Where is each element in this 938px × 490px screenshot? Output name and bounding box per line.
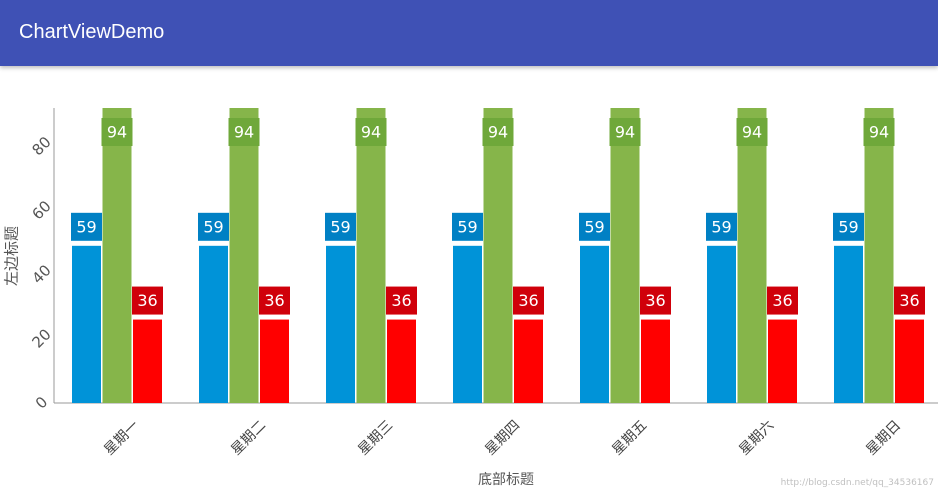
app-bar: ChartViewDemo (0, 0, 938, 66)
bar (864, 108, 894, 403)
y-axis-title: 左边标题 (3, 226, 21, 286)
data-label: 36 (264, 291, 284, 310)
data-label-box (736, 118, 768, 146)
watermark: http://blog.csdn.net/qq_34536167 (780, 478, 934, 488)
data-label: 36 (645, 291, 665, 310)
data-label: 59 (76, 217, 96, 236)
label-gap (133, 314, 162, 320)
y-tick-label: 40 (29, 261, 55, 287)
bar (483, 108, 513, 403)
data-label-box (259, 286, 290, 315)
bar (737, 108, 767, 403)
bar (356, 108, 386, 403)
label-gap (768, 314, 797, 320)
data-label-box (101, 118, 133, 146)
data-label-box (228, 118, 260, 146)
label-gap (326, 240, 355, 246)
data-label: 94 (615, 123, 635, 142)
x-tick-label: 星期六 (736, 417, 777, 458)
data-label-box (325, 212, 356, 241)
data-label-box (863, 118, 895, 146)
data-label-box (198, 212, 229, 241)
label-gap (387, 314, 416, 320)
data-label: 59 (203, 217, 223, 236)
label-gap (453, 240, 482, 246)
data-label: 36 (899, 291, 919, 310)
data-label: 36 (772, 291, 792, 310)
data-label: 59 (330, 217, 350, 236)
data-label: 94 (361, 123, 381, 142)
x-tick-label: 星期四 (482, 417, 523, 458)
data-label: 94 (107, 123, 127, 142)
bar (229, 108, 259, 403)
bar (610, 108, 640, 403)
data-label: 94 (742, 123, 762, 142)
data-label-box (452, 212, 483, 241)
label-gap (834, 240, 863, 246)
y-tick-label: 80 (29, 133, 55, 159)
data-label-box (894, 286, 925, 315)
data-label: 36 (391, 291, 411, 310)
data-label-box (71, 212, 102, 241)
label-gap (260, 314, 289, 320)
data-label-box (640, 286, 671, 315)
data-label: 59 (457, 217, 477, 236)
data-label-box (513, 286, 544, 315)
label-gap (514, 314, 543, 320)
y-tick-label: 20 (29, 325, 55, 351)
y-tick-label: 0 (32, 393, 51, 412)
data-label-box (355, 118, 387, 146)
data-label: 36 (518, 291, 538, 310)
data-label-box (833, 212, 864, 241)
data-label-box (767, 286, 798, 315)
x-axis-title: 底部标题 (478, 472, 534, 488)
x-tick-label: 星期日 (863, 417, 904, 458)
bar (102, 108, 132, 403)
data-label: 59 (838, 217, 858, 236)
data-label-box (482, 118, 514, 146)
data-label: 94 (488, 123, 508, 142)
data-label: 59 (584, 217, 604, 236)
label-gap (641, 314, 670, 320)
data-label: 36 (137, 291, 157, 310)
x-tick-label: 星期五 (609, 417, 650, 458)
data-label-box (706, 212, 737, 241)
data-label-box (386, 286, 417, 315)
label-gap (707, 240, 736, 246)
data-label-box (132, 286, 163, 315)
label-gap (72, 240, 101, 246)
data-label-box (579, 212, 610, 241)
x-tick-label: 星期三 (355, 417, 396, 458)
label-gap (199, 240, 228, 246)
x-tick-label: 星期一 (101, 417, 142, 458)
data-label: 94 (234, 123, 254, 142)
x-tick-label: 星期二 (228, 417, 269, 458)
data-label: 94 (869, 123, 889, 142)
label-gap (580, 240, 609, 246)
data-label: 59 (711, 217, 731, 236)
label-gap (895, 314, 924, 320)
data-label-box (609, 118, 641, 146)
app-title: ChartViewDemo (19, 21, 165, 43)
y-tick-label: 60 (29, 197, 55, 223)
